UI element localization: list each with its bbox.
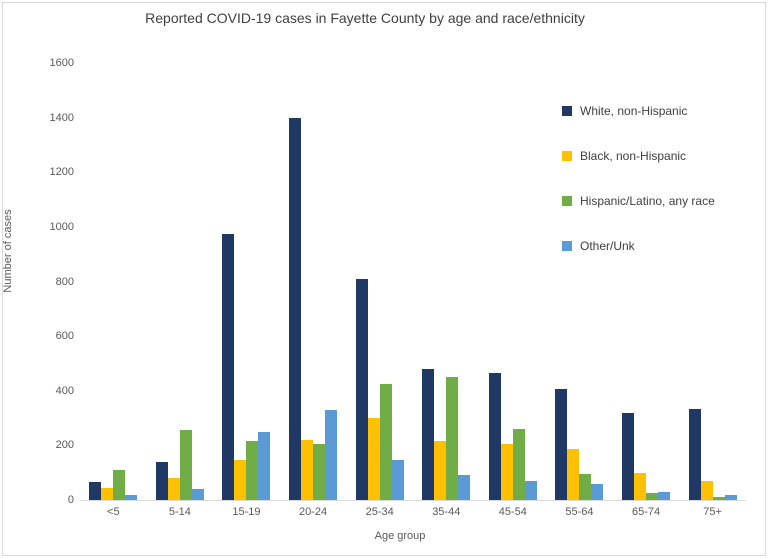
bar-group — [546, 63, 613, 500]
legend-item: White, non-Hispanic — [562, 104, 715, 118]
x-tick-label: 65-74 — [631, 506, 661, 518]
plot-area — [80, 55, 746, 501]
x-tick-label: 25-34 — [365, 506, 394, 518]
x-tick-label: 5-14 — [168, 506, 191, 518]
bar — [179, 430, 192, 500]
bar — [500, 444, 513, 500]
bar — [222, 234, 235, 500]
bar — [101, 488, 114, 500]
y-tick-label: 200 — [55, 439, 74, 452]
legend-swatch-icon — [562, 196, 572, 206]
bar-group — [413, 63, 480, 500]
bar-group — [480, 63, 547, 500]
x-tick-label: 75+ — [703, 506, 722, 518]
legend-label: Hispanic/Latino, any race — [580, 194, 715, 208]
bar — [379, 384, 392, 500]
legend-item: Hispanic/Latino, any race — [562, 194, 715, 208]
legend-swatch-icon — [562, 241, 572, 251]
bar — [301, 440, 314, 500]
bar — [724, 495, 737, 500]
bar — [313, 444, 326, 500]
bar — [125, 495, 138, 500]
legend: White, non-Hispanic Black, non-Hispanic Hi… — [562, 104, 715, 284]
bar — [512, 429, 525, 500]
bar — [446, 377, 459, 500]
bar — [646, 493, 659, 500]
bar — [658, 492, 671, 500]
bar-group — [280, 63, 347, 500]
bar — [391, 460, 404, 500]
y-tick-label: 1200 — [49, 166, 74, 179]
bar — [367, 418, 380, 500]
y-tick-label: 800 — [55, 275, 74, 288]
x-tick-label: <5 — [107, 506, 120, 518]
bar — [700, 481, 713, 500]
bar-group — [213, 63, 280, 500]
legend-label: White, non-Hispanic — [580, 104, 688, 118]
y-tick-label: 1600 — [49, 57, 74, 69]
bar — [591, 484, 604, 500]
x-tick-label: 15-19 — [232, 506, 261, 518]
bar — [191, 489, 204, 500]
bar — [634, 473, 647, 500]
bar-group — [346, 63, 413, 500]
bar-group — [147, 63, 214, 500]
bar — [567, 449, 580, 500]
x-tick-label: 20-24 — [299, 506, 328, 518]
bar — [355, 279, 368, 500]
legend-label: Black, non-Hispanic — [580, 149, 687, 163]
bar — [289, 118, 302, 500]
bar — [622, 413, 635, 500]
bar — [258, 432, 271, 500]
bar — [89, 482, 102, 500]
x-tick-label: 35-44 — [432, 506, 461, 518]
y-tick-label: 0 — [67, 494, 74, 506]
legend-item: Black, non-Hispanic — [562, 149, 715, 163]
bar — [155, 462, 168, 500]
bar — [113, 470, 126, 500]
bar — [712, 497, 725, 500]
bar-group — [679, 63, 746, 500]
y-tick-label: 600 — [55, 330, 74, 343]
y-tick-label: 1400 — [49, 111, 74, 124]
bar — [234, 460, 247, 500]
bar — [434, 441, 447, 500]
legend-swatch-icon — [562, 151, 572, 161]
y-tick-label: 1000 — [49, 220, 74, 233]
x-tick-label: 45-54 — [498, 506, 527, 518]
bar — [579, 474, 592, 500]
bar-group — [613, 63, 680, 500]
bar-group — [80, 63, 147, 500]
legend-label: Other/Unk — [580, 239, 635, 253]
bar — [688, 409, 701, 500]
chart-title: Reported COVID-19 cases in Fayette Count… — [145, 10, 585, 26]
bar — [488, 373, 501, 500]
bar — [422, 369, 435, 500]
x-axis-title: Age group — [374, 530, 426, 542]
legend-item: Other/Unk — [562, 239, 715, 253]
x-axis: <5 5-14 15-19 20-24 25-34 35-44 45-54 55-64 65-7… — [80, 506, 746, 518]
bar — [325, 410, 338, 500]
y-tick-label: 400 — [55, 384, 74, 397]
legend-swatch-icon — [562, 106, 572, 116]
bar — [246, 441, 259, 500]
bar — [167, 478, 180, 500]
y-axis-title: Number of cases — [2, 209, 14, 293]
x-tick-label: 55-64 — [565, 506, 594, 518]
bar-groups — [80, 63, 746, 500]
bar — [555, 389, 568, 500]
bar — [458, 475, 471, 500]
bar — [524, 481, 537, 500]
